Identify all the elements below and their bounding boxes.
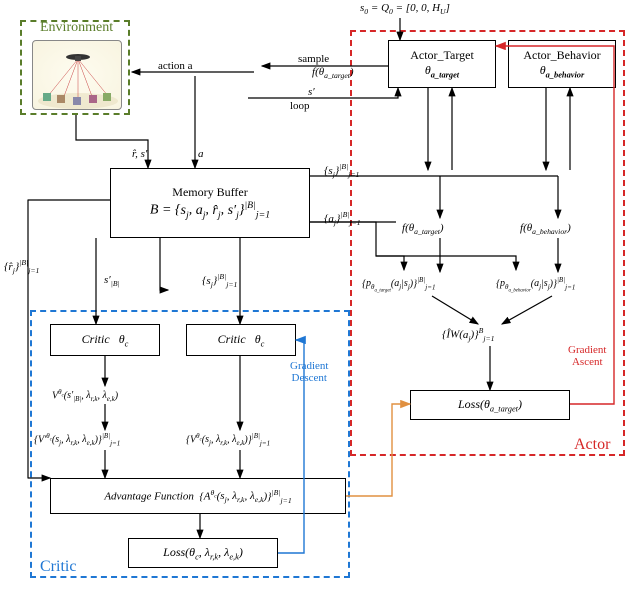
critic-label: Critic: [40, 558, 76, 576]
iw-label: {ÎW(aj)}Bj=1: [442, 326, 495, 343]
f-theta-b-label: f(θa_behavior): [520, 222, 571, 236]
loss-critic-box: Loss(θc, λr,k, λe,k): [128, 538, 278, 568]
critic2-box: Critic θc: [186, 324, 296, 356]
environment-illustration: [32, 40, 122, 110]
f-theta-target-label: f(θa_target): [312, 66, 354, 80]
loss-actor-box: Loss(θa_target): [410, 390, 570, 420]
p-behavior-label: {pθa_behavior(aj|sj)}|B|j=1: [496, 276, 575, 294]
critic2-text: Critic θc: [218, 332, 265, 348]
actor-behavior-theta: θa_behavior: [540, 63, 585, 79]
actor-behavior-box: Actor_Behavior θa_behavior: [508, 40, 616, 88]
s0-label: s0 = Q0 = [0, 0, HU]: [360, 2, 450, 16]
r-sprime-label: r̂, s′: [132, 148, 147, 160]
actor-target-box: Actor_Target θa_target: [388, 40, 496, 88]
loss-actor-text: Loss(θa_target): [458, 397, 522, 413]
loss-critic-text: Loss(θc, λr,k, λe,k): [163, 545, 243, 561]
environment-label: Environment: [40, 20, 113, 36]
gradient-descent-label: GradientDescent: [290, 360, 328, 384]
rj-batch-label: {r̂j}|B|j=1: [4, 258, 39, 275]
memory-buffer-formula: B = {sj, aj, r̂j, s′j}|B|j=1: [150, 200, 270, 220]
memory-buffer-title: Memory Buffer: [172, 185, 247, 200]
sj-batch2-label: {sj}|B|j=1: [202, 272, 237, 289]
sprime-batch-label: s′|B|: [104, 274, 120, 288]
gradient-ascent-label: GradientAscent: [568, 344, 606, 368]
critic1-text: Critic θc: [82, 332, 129, 348]
f-theta-t2-label: f(θa_target): [402, 222, 444, 236]
actor-behavior-line1: Actor_Behavior: [523, 48, 600, 63]
advantage-text: Advantage Function {Aθc(sj, λr,k, λe,k)}…: [104, 488, 291, 505]
loop-label: loop: [290, 100, 310, 112]
v-set-label: {Vθc(sj, λr,k, λe,k)}|B|j=1: [186, 432, 270, 447]
critic1-box: Critic θc: [50, 324, 160, 356]
advantage-box: Advantage Function {Aθc(sj, λr,k, λe,k)}…: [50, 478, 346, 514]
actor-target-line1: Actor_Target: [410, 48, 474, 63]
sj-batch-top-label: {sj}|B|j=1: [324, 162, 359, 179]
actor-target-theta: θa_target: [425, 63, 459, 79]
memory-buffer-box: Memory Buffer B = {sj, aj, r̂j, s′j}|B|j…: [110, 168, 310, 238]
a-down-label: a: [198, 148, 204, 160]
aj-batch-label: {aj}|B|j=1: [324, 210, 361, 227]
action-a-label: action a: [158, 60, 193, 72]
sample-label: sample: [298, 53, 329, 65]
v-prime-label: Vθc(s′|B|, λr,k, λe,k): [52, 388, 118, 403]
actor-label: Actor: [574, 436, 610, 454]
p-target-label: {pθa_target(aj|sj)}|B|j=1: [362, 276, 435, 294]
s-prime-loop-label: s′: [308, 86, 315, 98]
vprime-set-label: {V′θc(sj, λr,k, λe,k)}|B|j=1: [34, 432, 120, 447]
